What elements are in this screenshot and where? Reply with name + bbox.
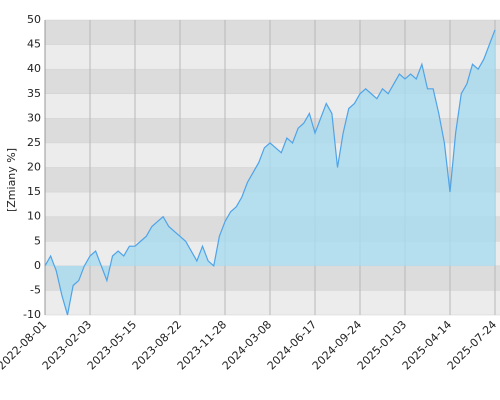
grid-band xyxy=(45,290,500,315)
y-tick-label: 5 xyxy=(34,234,41,247)
y-tick-label: 20 xyxy=(27,161,41,174)
area xyxy=(45,29,495,316)
y-tick-label: -5 xyxy=(30,283,41,296)
y-tick-label: -10 xyxy=(23,308,41,321)
y-tick-label: 30 xyxy=(27,111,41,124)
line xyxy=(44,29,496,316)
y-tick-label: 10 xyxy=(27,210,41,223)
y-tick-label: 25 xyxy=(27,136,41,149)
y-tick-label: 45 xyxy=(27,38,41,51)
y-axis-label: [Zmiany %] xyxy=(5,148,18,212)
grid-band xyxy=(45,44,500,70)
y-tick-label: 40 xyxy=(27,62,41,75)
y-tick-label: 35 xyxy=(27,87,41,100)
y-tick-label: 50 xyxy=(27,13,41,26)
grid-band xyxy=(45,20,500,45)
y-tick-label: 0 xyxy=(34,259,41,272)
y-tick-label: 15 xyxy=(27,185,41,198)
grid-band xyxy=(45,265,500,291)
